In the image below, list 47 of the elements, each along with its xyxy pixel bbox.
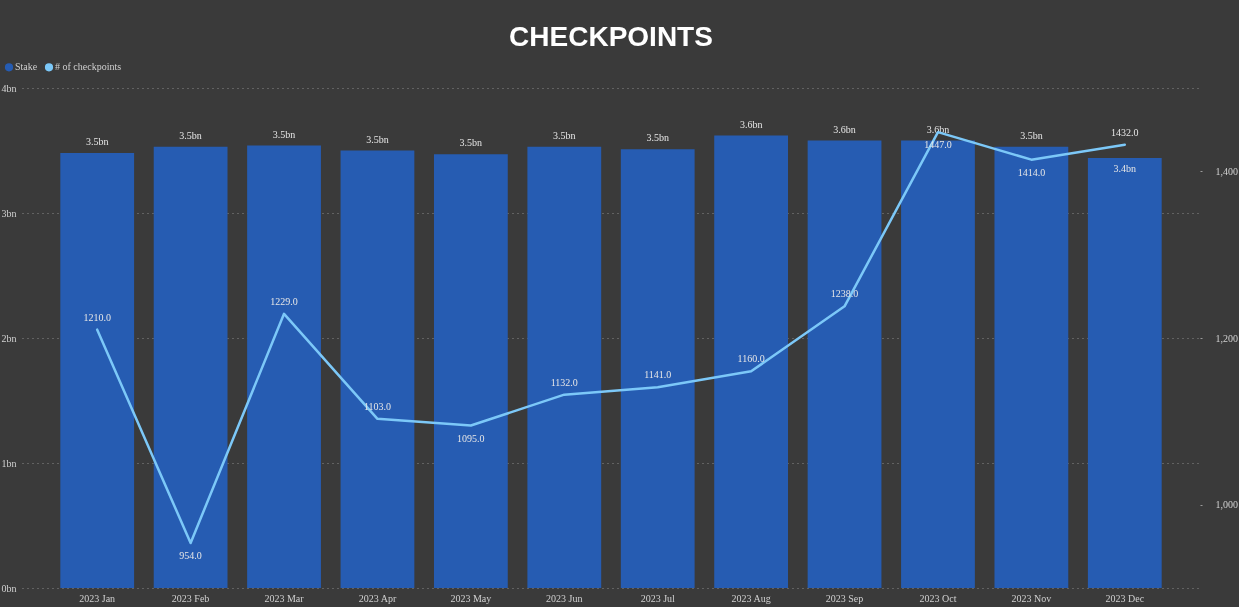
- data-label: 1432.0: [1111, 126, 1139, 138]
- data-label: 1095.0: [457, 432, 485, 444]
- data-label: 3.5bn: [553, 129, 576, 141]
- y-tick-label: 2bn: [1, 332, 17, 344]
- y-tick-label: 0bn: [1, 582, 17, 594]
- x-tick-label: 2023 Dec: [1105, 592, 1145, 604]
- y-tick-label: 3bn: [1, 207, 17, 219]
- y2-tick-label: 1,400: [1215, 165, 1238, 177]
- chart-title: CHECKPOINTS: [509, 21, 713, 52]
- y2-tick-label: 1,200: [1215, 332, 1238, 344]
- data-label: 1414.0: [1017, 166, 1046, 178]
- data-label: 3.5bn: [646, 132, 669, 144]
- x-tick-label: 2023 Oct: [919, 592, 957, 604]
- legend-label: Stake: [15, 61, 38, 73]
- data-label: 3.4bn: [1113, 163, 1137, 174]
- data-label: 954.0: [179, 550, 202, 561]
- data-label: 1160.0: [737, 353, 765, 365]
- data-label: 1103.0: [363, 400, 392, 412]
- data-label: 3.5bn: [459, 137, 483, 149]
- x-tick-label: 2023 Feb: [171, 592, 210, 604]
- data-label: 1210.0: [83, 311, 111, 323]
- x-tick-label: 2023 May: [450, 592, 492, 604]
- data-label: 1447.0: [924, 139, 952, 151]
- x-tick-label: 2023 Mar: [264, 592, 305, 604]
- x-tick-label: 2023 Jan: [79, 592, 116, 604]
- y2-tick-label: 1,000: [1215, 499, 1238, 511]
- data-label: 3.6bn: [739, 118, 763, 130]
- data-label: 1141.0: [644, 369, 672, 381]
- data-label: 3.5bn: [179, 129, 202, 141]
- data-label: 3.5bn: [366, 133, 389, 145]
- legend-label: # of checkpoints: [55, 61, 122, 73]
- data-label: 3.6bn: [926, 123, 950, 135]
- data-label: 3.5bn: [85, 136, 109, 147]
- data-label: 3.6bn: [833, 123, 856, 135]
- data-label: 1132.0: [550, 376, 578, 388]
- x-tick-label: 2023 Aug: [731, 592, 771, 604]
- data-label: 3.5bn: [1020, 129, 1043, 141]
- x-tick-label: 2023 Jun: [546, 592, 583, 604]
- data-label: 1229.0: [270, 295, 298, 307]
- data-label: 1238.0: [830, 288, 859, 300]
- y-tick-label: 4bn: [1, 82, 17, 94]
- data-label: 3.5bn: [272, 128, 296, 140]
- y-tick-label: 1bn: [1, 457, 17, 469]
- x-tick-label: 2023 Apr: [358, 592, 397, 604]
- x-tick-label: 2023 Sep: [825, 592, 864, 604]
- x-tick-label: 2023 Jul: [640, 592, 676, 604]
- x-tick-label: 2023 Nov: [1011, 592, 1052, 604]
